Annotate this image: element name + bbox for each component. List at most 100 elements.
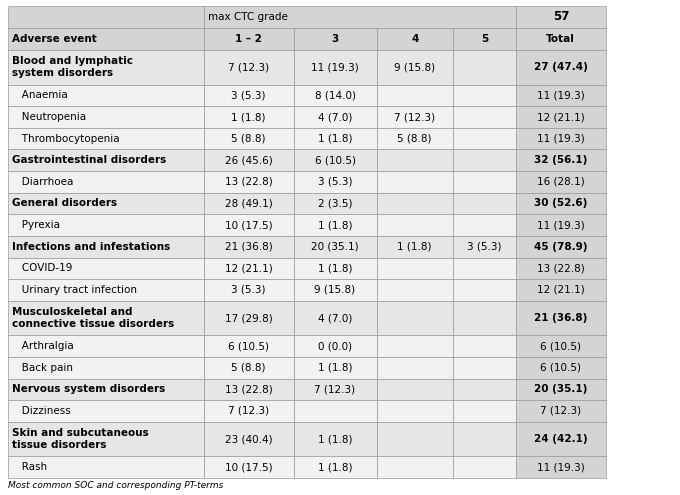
Text: 4: 4 (411, 34, 418, 44)
Bar (8, 357, 204, 379)
Bar (204, 357, 294, 379)
Bar (516, 106, 606, 128)
Text: 21 (36.8): 21 (36.8) (534, 313, 588, 323)
Bar (453, 456, 516, 478)
Bar (453, 106, 516, 128)
Bar (516, 128, 606, 149)
Text: Diarrhoea: Diarrhoea (12, 177, 73, 187)
Bar (204, 257, 294, 279)
Bar (8, 28, 204, 50)
Bar (294, 128, 377, 149)
Text: Nervous system disorders: Nervous system disorders (12, 385, 165, 395)
Bar (8, 128, 204, 149)
Text: 1 (1.8): 1 (1.8) (318, 263, 352, 273)
Bar (377, 85, 453, 106)
Text: General disorders: General disorders (12, 198, 117, 208)
Text: 7 (12.3): 7 (12.3) (228, 406, 269, 416)
Bar (294, 400, 377, 422)
Bar (8, 214, 204, 236)
Text: 16 (28.1): 16 (28.1) (537, 177, 585, 187)
Bar (8, 50, 204, 85)
Text: 4 (7.0): 4 (7.0) (318, 313, 352, 323)
Bar (453, 257, 516, 279)
Bar (516, 149, 606, 171)
Bar (204, 85, 294, 106)
Text: Most common SOC and corresponding PT-terms: Most common SOC and corresponding PT-ter… (8, 481, 223, 490)
Text: 26 (45.6): 26 (45.6) (225, 155, 273, 165)
Bar (294, 335, 377, 357)
Text: Dizziness: Dizziness (12, 406, 71, 416)
Bar (377, 279, 453, 301)
Bar (453, 193, 516, 214)
Bar (377, 28, 453, 50)
Text: 10 (17.5): 10 (17.5) (225, 462, 273, 472)
Bar (294, 214, 377, 236)
Bar (294, 193, 377, 214)
Bar (377, 456, 453, 478)
Bar (204, 335, 294, 357)
Bar (294, 279, 377, 301)
Text: 12 (21.1): 12 (21.1) (537, 112, 585, 122)
Bar (453, 335, 516, 357)
Bar (294, 85, 377, 106)
Bar (294, 50, 377, 85)
Text: Skin and subcutaneous
tissue disorders: Skin and subcutaneous tissue disorders (12, 428, 149, 450)
Text: 3 (5.3): 3 (5.3) (467, 242, 502, 251)
Bar (8, 106, 204, 128)
Text: 7 (12.3): 7 (12.3) (540, 406, 581, 416)
Text: Adverse event: Adverse event (12, 34, 97, 44)
Bar (516, 400, 606, 422)
Text: 23 (40.4): 23 (40.4) (225, 434, 273, 444)
Bar (516, 301, 606, 335)
Text: 11 (19.3): 11 (19.3) (537, 220, 585, 230)
Text: 3 (5.3): 3 (5.3) (318, 177, 352, 187)
Bar (453, 400, 516, 422)
Text: Urinary tract infection: Urinary tract infection (12, 285, 137, 295)
Text: COVID-19: COVID-19 (12, 263, 72, 273)
Bar (377, 128, 453, 149)
Text: 8 (14.0): 8 (14.0) (315, 91, 356, 100)
Bar (453, 28, 516, 50)
Bar (516, 171, 606, 193)
Bar (204, 379, 294, 400)
Bar (204, 106, 294, 128)
Bar (377, 236, 453, 257)
Bar (516, 214, 606, 236)
Bar (516, 257, 606, 279)
Bar (204, 214, 294, 236)
Bar (204, 279, 294, 301)
Text: 7 (12.3): 7 (12.3) (228, 62, 269, 72)
Text: 11 (19.3): 11 (19.3) (311, 62, 359, 72)
Text: 1 (1.8): 1 (1.8) (318, 434, 352, 444)
Text: 27 (47.4): 27 (47.4) (534, 62, 588, 72)
Bar (453, 214, 516, 236)
Bar (453, 128, 516, 149)
Bar (516, 379, 606, 400)
Bar (516, 28, 606, 50)
Text: Anaemia: Anaemia (12, 91, 68, 100)
Bar (294, 257, 377, 279)
Text: 10 (17.5): 10 (17.5) (225, 220, 273, 230)
Bar (516, 6, 606, 28)
Bar (204, 422, 294, 456)
Text: 1 (1.8): 1 (1.8) (318, 220, 352, 230)
Bar (453, 379, 516, 400)
Bar (516, 357, 606, 379)
Bar (204, 128, 294, 149)
Bar (204, 193, 294, 214)
Text: Rash: Rash (12, 462, 47, 472)
Bar (294, 301, 377, 335)
Bar (294, 28, 377, 50)
Text: 3 (5.3): 3 (5.3) (231, 91, 266, 100)
Bar (516, 422, 606, 456)
Bar (204, 456, 294, 478)
Bar (453, 149, 516, 171)
Text: 7 (12.3): 7 (12.3) (394, 112, 435, 122)
Bar (516, 236, 606, 257)
Bar (516, 335, 606, 357)
Text: 1 (1.8): 1 (1.8) (397, 242, 432, 251)
Bar (453, 50, 516, 85)
Text: Back pain: Back pain (12, 363, 73, 373)
Text: 6 (10.5): 6 (10.5) (541, 341, 581, 351)
Text: Musculoskeletal and
connective tissue disorders: Musculoskeletal and connective tissue di… (12, 307, 174, 329)
